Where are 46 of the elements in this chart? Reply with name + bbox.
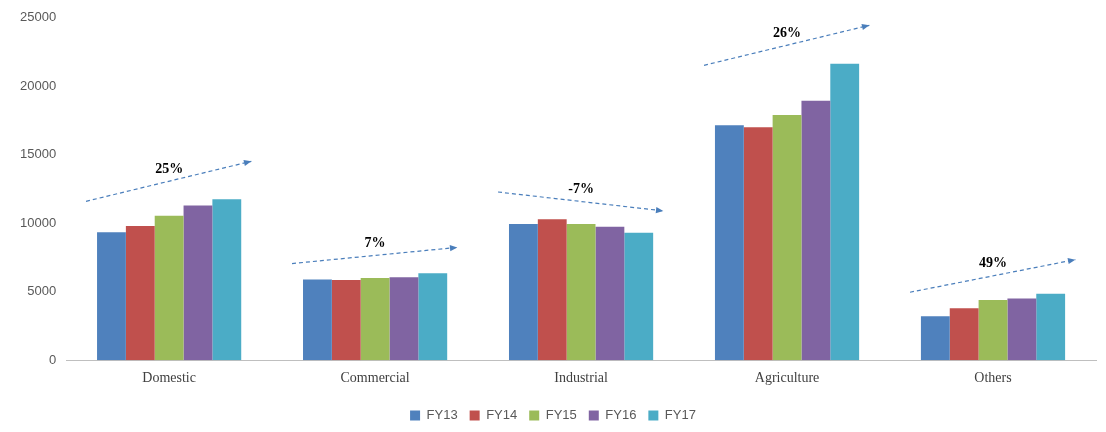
bar [97, 232, 126, 361]
legend-label: FY13 [426, 407, 458, 423]
bar [1036, 293, 1066, 361]
bar [331, 280, 361, 361]
annotation: 7% [364, 234, 386, 250]
y-tick-label: 0 [48, 351, 57, 367]
legend-label: FY15 [545, 407, 577, 423]
bar [566, 223, 596, 361]
y-tick-label: 25000 [19, 9, 57, 25]
bar [508, 223, 538, 361]
bar [212, 199, 242, 361]
bar [595, 226, 625, 361]
annotation: 49% [979, 255, 1008, 271]
bar [154, 215, 184, 361]
legend-label: FY14 [486, 407, 518, 423]
x-tick-label: Agriculture [754, 370, 820, 386]
bar [830, 63, 860, 361]
bar [303, 279, 332, 361]
bar [537, 219, 567, 361]
bar [920, 316, 950, 361]
bar [772, 115, 802, 361]
bar [125, 225, 155, 361]
legend-label: FY17 [664, 407, 696, 423]
bar [418, 273, 448, 361]
x-tick-label: Others [974, 370, 1012, 386]
bar [743, 127, 773, 361]
bar [360, 278, 390, 361]
annotation: 25% [155, 160, 184, 176]
x-tick-label: Domestic [142, 370, 196, 386]
y-tick-label: 5000 [27, 283, 57, 299]
bar [1007, 298, 1037, 361]
bar [389, 277, 419, 361]
y-tick-label: 15000 [19, 146, 57, 162]
bar [949, 308, 979, 361]
bar [624, 232, 654, 361]
bar [978, 299, 1008, 361]
annotation: 26% [773, 25, 802, 41]
y-tick-label: 10000 [19, 214, 57, 230]
bar [801, 100, 831, 361]
x-tick-label: Commercial [340, 370, 410, 386]
y-tick-label: 20000 [19, 77, 57, 93]
annotation: -7% [568, 180, 594, 196]
legend-label: FY16 [605, 407, 637, 423]
bar [183, 205, 213, 361]
bar [714, 125, 744, 361]
x-tick-label: Industrial [554, 370, 609, 386]
